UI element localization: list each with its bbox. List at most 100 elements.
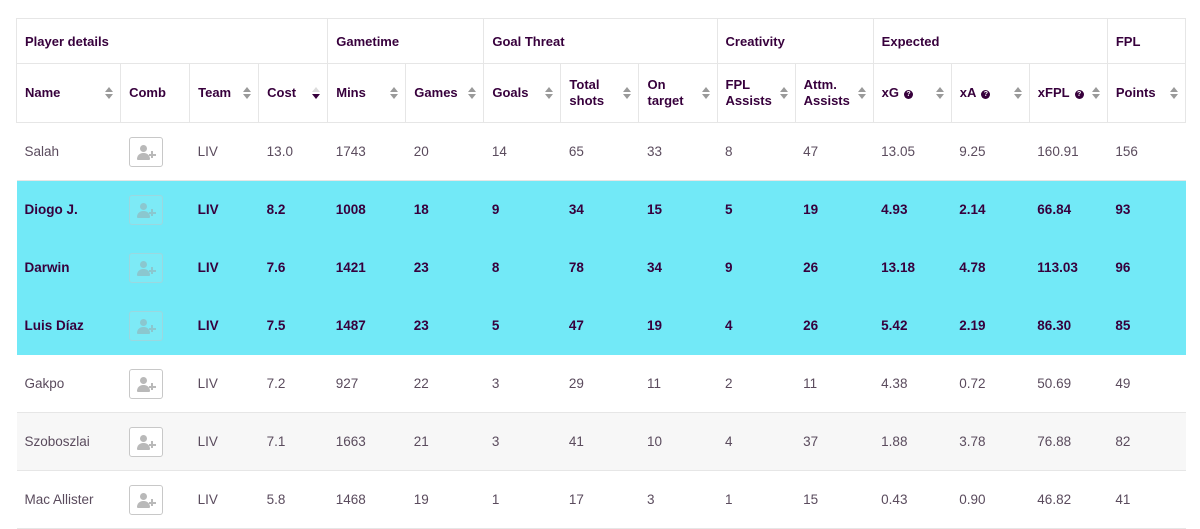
add-to-comb-button[interactable] (128, 136, 163, 167)
cell-mins: 1487 (327, 296, 406, 355)
table-row[interactable]: Luis Díaz LIV 7.5 1487 23 5 47 19 4 26 5.42 2.19 86.… (16, 296, 1186, 355)
sort-arrows-icon[interactable] (779, 87, 788, 99)
column-header-goals[interactable]: Goals (483, 63, 562, 123)
sort-arrows-icon[interactable] (623, 87, 632, 99)
cell-points: 96 (1107, 238, 1186, 297)
cell-attm-assists: 15 (795, 470, 874, 529)
sort-arrows-icon[interactable] (1091, 87, 1100, 99)
cell-on-target: 33 (638, 122, 718, 181)
add-to-comb-button[interactable] (128, 252, 163, 283)
add-to-comb-button[interactable] (128, 368, 163, 399)
cell-comb (120, 122, 190, 181)
cell-xg: 13.05 (873, 122, 952, 181)
table-row[interactable]: Gakpo LIV 7.2 927 22 3 29 11 2 11 4.38 0.72 50.69 49 (16, 354, 1186, 413)
player-stats-table-container: Player details Gametime Goal Threat Creativ… (15, 18, 1187, 529)
column-header-xfpl[interactable]: xFPL? (1028, 63, 1108, 123)
table-row[interactable]: Salah LIV 13.0 1743 20 14 65 33 8 47 13.05 9.25 160.… (16, 122, 1186, 181)
cell-points: 82 (1107, 412, 1186, 471)
help-circle-icon[interactable]: ? (981, 90, 991, 99)
column-header-games[interactable]: Games (405, 63, 485, 123)
column-header-label: Games (414, 85, 458, 100)
cell-games: 22 (405, 354, 484, 413)
column-group-header-row: Player details Gametime Goal Threat Creativ… (15, 18, 1187, 64)
help-circle-icon[interactable]: ? (1074, 90, 1084, 99)
sort-arrows-icon[interactable] (857, 87, 866, 99)
cell-xg: 1.88 (873, 412, 952, 471)
cell-name[interactable]: Gakpo (16, 354, 121, 413)
add-to-comb-button[interactable] (128, 426, 163, 457)
cell-name[interactable]: Szoboszlai (16, 412, 121, 471)
cell-team: LIV (189, 354, 259, 413)
cell-total-shots: 41 (560, 412, 639, 471)
column-header-comb: Comb (120, 63, 191, 123)
column-header-label: Points (1115, 85, 1156, 100)
cell-cost: 13.0 (258, 122, 328, 181)
column-header-attm-assists[interactable]: Attm. Assists (794, 63, 874, 123)
column-header-total-shots[interactable]: Total shots (560, 63, 640, 123)
cell-xa: 9.25 (951, 122, 1030, 181)
cell-goals: 3 (483, 412, 561, 471)
cell-xg: 0.43 (873, 470, 952, 529)
cell-goals: 1 (483, 470, 561, 529)
column-header-points[interactable]: Points (1106, 63, 1187, 123)
help-circle-icon[interactable]: ? (904, 90, 914, 99)
cell-on-target: 34 (638, 238, 718, 297)
column-header-label: xG (881, 85, 900, 100)
sort-descending-icon[interactable] (312, 87, 321, 99)
table-row[interactable]: Mac Allister LIV 5.8 1468 19 1 17 3 1 15 0.43 0.90 4… (16, 470, 1186, 529)
column-header-team[interactable]: Team (189, 63, 260, 123)
sort-arrows-icon[interactable] (243, 87, 252, 99)
cell-cost: 7.6 (258, 238, 328, 297)
column-header-xa[interactable]: xA? (950, 63, 1030, 123)
cell-xa: 2.19 (951, 296, 1030, 355)
cell-fpl-assists: 8 (717, 122, 796, 181)
cell-xfpl: 50.69 (1029, 354, 1108, 413)
sort-arrows-icon[interactable] (1013, 87, 1022, 99)
sort-arrows-icon[interactable] (1170, 87, 1178, 99)
sort-arrows-icon[interactable] (701, 87, 710, 99)
column-header-cost[interactable]: Cost (258, 63, 329, 123)
add-to-comb-button[interactable] (128, 194, 163, 225)
column-header-name[interactable]: Name (15, 63, 122, 123)
cell-name[interactable]: Salah (16, 122, 121, 181)
column-header-label: Name (25, 85, 61, 100)
table-row[interactable]: Szoboszlai LIV 7.1 1663 21 3 41 10 4 37 1.88 3.78 76… (16, 412, 1186, 471)
cell-points: 41 (1107, 470, 1186, 529)
cell-name[interactable]: Luis Díaz (16, 296, 121, 355)
sort-arrows-icon[interactable] (545, 87, 554, 99)
sort-arrows-icon[interactable] (468, 87, 477, 99)
sort-arrows-icon[interactable] (390, 87, 399, 99)
column-header-label: Mins (336, 85, 366, 100)
cell-name[interactable]: Mac Allister (16, 470, 121, 529)
sort-arrows-icon[interactable] (935, 87, 944, 99)
cell-fpl-assists: 2 (717, 354, 796, 413)
cell-team: LIV (189, 238, 259, 297)
cell-comb (120, 296, 190, 355)
cell-goals: 3 (483, 354, 561, 413)
cell-name[interactable]: Diogo J. (16, 180, 121, 239)
cell-attm-assists: 26 (795, 238, 874, 297)
cell-name[interactable]: Darwin (16, 238, 121, 297)
column-header-on-target[interactable]: On target (638, 63, 718, 123)
sort-arrows-icon[interactable] (105, 87, 114, 99)
table-row[interactable]: Diogo J. LIV 8.2 1008 18 9 34 15 5 19 4.93 2.14 66.8… (16, 180, 1186, 239)
cell-fpl-assists: 4 (717, 412, 796, 471)
column-header-xg[interactable]: xG? (872, 63, 952, 123)
add-to-comb-button[interactable] (128, 310, 163, 341)
add-to-comb-button[interactable] (128, 484, 163, 515)
column-header-label: xA (959, 85, 977, 100)
cell-games: 23 (405, 238, 484, 297)
cell-team: LIV (189, 470, 259, 529)
table-row[interactable]: Darwin LIV 7.6 1421 23 8 78 34 9 26 13.18 4.78 113.0… (16, 238, 1186, 297)
cell-fpl-assists: 9 (717, 238, 796, 297)
column-header-fpl-assists[interactable]: FPL Assists (716, 63, 796, 123)
column-header-label: Goals (492, 85, 529, 100)
cell-xa: 2.14 (951, 180, 1030, 239)
cell-points: 156 (1107, 122, 1186, 181)
cell-xa: 3.78 (951, 412, 1030, 471)
cell-comb (120, 354, 190, 413)
column-header-mins[interactable]: Mins (327, 63, 407, 123)
cell-xg: 4.93 (873, 180, 952, 239)
cell-goals: 14 (483, 122, 561, 181)
cell-attm-assists: 37 (795, 412, 874, 471)
